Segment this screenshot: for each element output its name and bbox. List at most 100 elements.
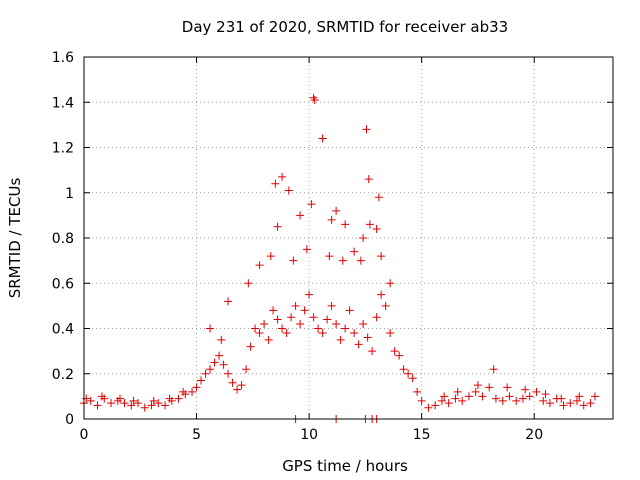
data-point <box>566 399 575 408</box>
data-point <box>368 347 377 356</box>
data-point <box>296 211 305 220</box>
data-points <box>80 93 599 423</box>
y-tick-label: 1.4 <box>52 95 74 111</box>
data-point <box>284 186 293 195</box>
data-point <box>440 392 449 401</box>
data-point <box>424 403 433 412</box>
data-point <box>206 324 215 333</box>
data-point <box>309 313 318 322</box>
data-point <box>255 329 264 338</box>
data-point <box>278 172 287 181</box>
data-point <box>451 394 460 403</box>
y-tick-label: 1.6 <box>52 50 74 66</box>
data-point <box>590 392 599 401</box>
data-point <box>98 392 107 401</box>
data-point <box>188 387 197 396</box>
y-axis-label: SRMTID / TECUs <box>6 178 24 299</box>
data-point <box>282 329 291 338</box>
y-tick-label: 0.6 <box>52 276 74 292</box>
data-point <box>404 369 413 378</box>
data-point <box>206 365 215 374</box>
data-point <box>586 399 595 408</box>
data-point <box>309 93 318 102</box>
data-point <box>572 396 581 405</box>
data-point <box>233 385 242 394</box>
data-point <box>464 392 473 401</box>
data-point <box>307 200 316 209</box>
data-point <box>174 394 183 403</box>
data-point <box>478 392 487 401</box>
data-point <box>323 315 332 324</box>
data-point <box>350 247 359 256</box>
data-point <box>93 401 102 410</box>
data-point <box>242 365 251 374</box>
data-point <box>377 290 386 299</box>
data-point <box>559 401 568 410</box>
data-point <box>251 324 260 333</box>
data-point <box>179 387 188 396</box>
data-point <box>266 252 275 261</box>
data-point <box>244 279 253 288</box>
data-point <box>372 224 381 233</box>
data-point <box>505 392 514 401</box>
y-tick-label: 1 <box>65 186 74 202</box>
data-point <box>327 301 336 310</box>
data-point <box>521 385 530 394</box>
data-point <box>381 301 390 310</box>
data-point <box>364 175 373 184</box>
data-point <box>359 319 368 328</box>
data-point <box>278 324 287 333</box>
data-point <box>363 333 372 342</box>
data-point <box>437 396 446 405</box>
data-point <box>318 134 327 143</box>
data-point <box>473 381 482 390</box>
data-point <box>314 324 323 333</box>
data-point <box>264 335 273 344</box>
data-point <box>237 381 246 390</box>
data-point <box>201 369 210 378</box>
data-point <box>246 342 255 351</box>
x-tick-label: 10 <box>300 427 318 443</box>
data-point <box>417 396 426 405</box>
data-point <box>271 179 280 188</box>
data-point <box>386 329 395 338</box>
data-point <box>341 324 350 333</box>
data-point <box>100 394 109 403</box>
data-point <box>541 390 550 399</box>
data-point <box>273 222 282 231</box>
data-point <box>498 396 507 405</box>
chart-title: Day 231 of 2020, SRMTID for receiver ab3… <box>182 18 508 36</box>
data-point <box>362 125 371 134</box>
data-point <box>458 396 467 405</box>
data-point <box>491 394 500 403</box>
data-point <box>181 390 190 399</box>
data-point <box>219 360 228 369</box>
x-tick-label: 15 <box>413 427 431 443</box>
x-axis-label: GPS time / hours <box>282 457 408 475</box>
data-point <box>444 399 453 408</box>
data-point <box>86 396 95 405</box>
y-tick-label: 0.8 <box>52 231 74 247</box>
data-point <box>356 256 365 265</box>
data-point <box>287 313 296 322</box>
data-point <box>399 365 408 374</box>
data-point <box>318 329 327 338</box>
data-point <box>302 245 311 254</box>
data-point <box>327 215 336 224</box>
data-point <box>372 313 381 322</box>
data-point <box>228 378 237 387</box>
data-point <box>224 297 233 306</box>
x-tick-label: 20 <box>525 427 543 443</box>
data-point <box>140 403 149 412</box>
data-point <box>336 335 345 344</box>
data-point <box>390 347 399 356</box>
data-point <box>338 256 347 265</box>
data-point <box>532 387 541 396</box>
data-point <box>365 220 374 229</box>
data-point <box>525 392 534 401</box>
y-tick-label: 0.2 <box>52 367 74 383</box>
data-point <box>512 396 521 405</box>
data-point <box>116 394 125 403</box>
data-point <box>518 394 527 403</box>
